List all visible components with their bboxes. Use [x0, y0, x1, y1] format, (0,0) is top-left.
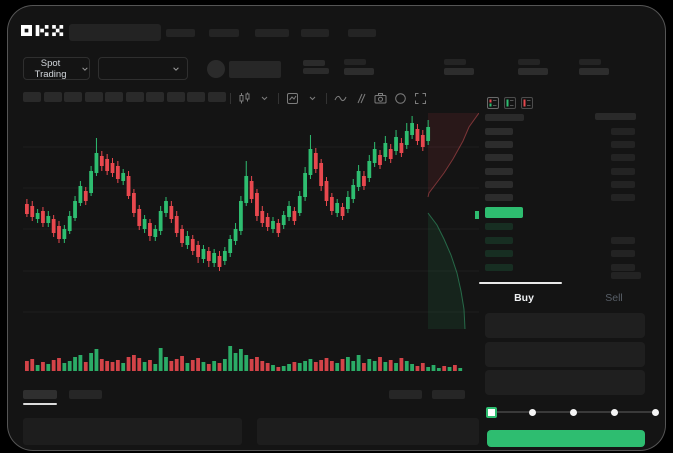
stat-label-placeholder	[444, 59, 466, 65]
indicator-icon[interactable]	[286, 92, 299, 105]
bid-price-bar[interactable]	[485, 263, 513, 271]
chevron-down-icon	[82, 66, 88, 71]
bid-amount-bar	[611, 250, 635, 257]
nav-item[interactable]	[166, 29, 195, 37]
coin-icon	[207, 60, 225, 78]
chevron-down-icon[interactable]	[306, 92, 319, 105]
toolbar-favorite-slot[interactable]	[105, 92, 123, 102]
toolbar-favorite-slot[interactable]	[23, 92, 41, 102]
bottom-tab[interactable]	[69, 390, 102, 399]
toolbar-favorite-slot[interactable]	[64, 92, 82, 102]
slider-stop[interactable]	[528, 408, 536, 416]
stat-label-placeholder	[344, 59, 366, 65]
orderbook-view-toggle	[487, 97, 533, 109]
bid-amount-bar	[611, 272, 641, 279]
slider-stop[interactable]	[651, 408, 659, 416]
ask-price-bar[interactable]	[485, 128, 513, 135]
search-bar[interactable]	[69, 24, 161, 41]
active-tab-indicator	[479, 282, 562, 284]
toolbar-favorite-slot[interactable]	[166, 92, 185, 102]
pair-name-placeholder	[229, 61, 281, 78]
bid-amount-bar	[611, 236, 635, 244]
bottom-tab-underline	[23, 403, 57, 405]
okx-logo	[21, 25, 64, 37]
ask-amount-bar	[611, 180, 635, 188]
pair-select-dropdown[interactable]	[98, 57, 188, 80]
ask-price-bar[interactable]	[485, 167, 513, 175]
toolbar-favorite-slot[interactable]	[125, 92, 144, 102]
nav-item[interactable]	[348, 29, 376, 37]
orderbook-view-asks-icon[interactable]	[521, 97, 533, 109]
bottom-action-placeholder[interactable]	[432, 390, 465, 399]
ask-amount-bar	[611, 128, 635, 135]
chevron-down-icon[interactable]	[258, 92, 271, 105]
stat-value-placeholder	[444, 68, 474, 75]
amount-slider[interactable]	[485, 405, 661, 419]
stat-value-placeholder	[344, 68, 374, 75]
chart-toolbar-icons	[230, 91, 427, 105]
tab-sell[interactable]: Sell	[605, 292, 623, 304]
bid-price-bar[interactable]	[485, 223, 513, 230]
ask-amount-bar	[611, 154, 635, 162]
candle-type-icon[interactable]	[238, 92, 251, 105]
bid-price-bar[interactable]	[485, 236, 513, 244]
app-window: Spot Trading	[7, 5, 666, 451]
bid-price-bar[interactable]	[485, 250, 513, 257]
ask-price-bar[interactable]	[485, 194, 513, 201]
ask-amount-bar	[611, 167, 635, 175]
ask-price-bar[interactable]	[485, 154, 513, 162]
divider	[230, 92, 231, 104]
candlestick-chart[interactable]	[23, 113, 479, 373]
nav-item[interactable]	[255, 29, 289, 37]
toolbar-favorite-slot[interactable]	[43, 92, 62, 102]
order-book[interactable]	[485, 113, 661, 281]
slider-stop[interactable]	[569, 408, 577, 416]
ask-price-bar[interactable]	[485, 180, 513, 188]
toolbar-favorite-slot[interactable]	[146, 92, 164, 102]
toolbar-favorite-slot[interactable]	[207, 92, 226, 102]
chevron-down-icon	[173, 66, 179, 71]
buy-submit-button[interactable]	[487, 430, 645, 447]
divider	[278, 92, 279, 104]
trading-mode-dropdown[interactable]: Spot Trading	[23, 57, 90, 80]
ask-amount-bar	[611, 141, 635, 149]
nav-item[interactable]	[301, 29, 329, 37]
ob-header-price	[485, 114, 524, 121]
bid-amount-bar	[611, 263, 635, 271]
ask-amount-bar	[611, 194, 635, 201]
slider-stop[interactable]	[610, 408, 618, 416]
wave-icon[interactable]	[334, 92, 347, 105]
ask-price-bar[interactable]	[485, 141, 513, 149]
nav-item[interactable]	[209, 29, 239, 37]
toolbar-favorite-slot[interactable]	[84, 92, 103, 102]
last-price-indicator[interactable]	[485, 207, 523, 218]
order-total-input[interactable]	[485, 370, 645, 395]
fullscreen-icon[interactable]	[414, 92, 427, 105]
bottom-tab-active[interactable]	[23, 390, 57, 399]
alert-circle-icon[interactable]	[394, 92, 407, 105]
stat-value-placeholder	[579, 68, 609, 75]
stat-label-placeholder	[518, 59, 540, 65]
orderbook-view-combined-icon[interactable]	[487, 97, 499, 109]
stat-label-placeholder	[579, 59, 601, 65]
change-placeholder	[303, 68, 329, 74]
order-amount-input[interactable]	[485, 342, 645, 367]
ob-header-amount	[595, 113, 636, 120]
bottom-panel-right	[257, 418, 479, 445]
camera-icon[interactable]	[374, 92, 387, 105]
price-placeholder	[303, 60, 325, 66]
bottom-action-placeholder[interactable]	[389, 390, 422, 399]
draw-tools-icon[interactable]	[354, 92, 367, 105]
order-price-input[interactable]	[485, 313, 645, 338]
trading-mode-label: Spot Trading	[34, 57, 67, 80]
divider	[326, 92, 327, 104]
toolbar-favorite-slot[interactable]	[187, 92, 205, 102]
bottom-panel-left	[23, 418, 242, 445]
orderbook-view-bids-icon[interactable]	[504, 97, 516, 109]
tab-buy[interactable]: Buy	[514, 292, 534, 304]
slider-handle[interactable]	[485, 407, 497, 418]
stat-value-placeholder	[518, 68, 548, 75]
